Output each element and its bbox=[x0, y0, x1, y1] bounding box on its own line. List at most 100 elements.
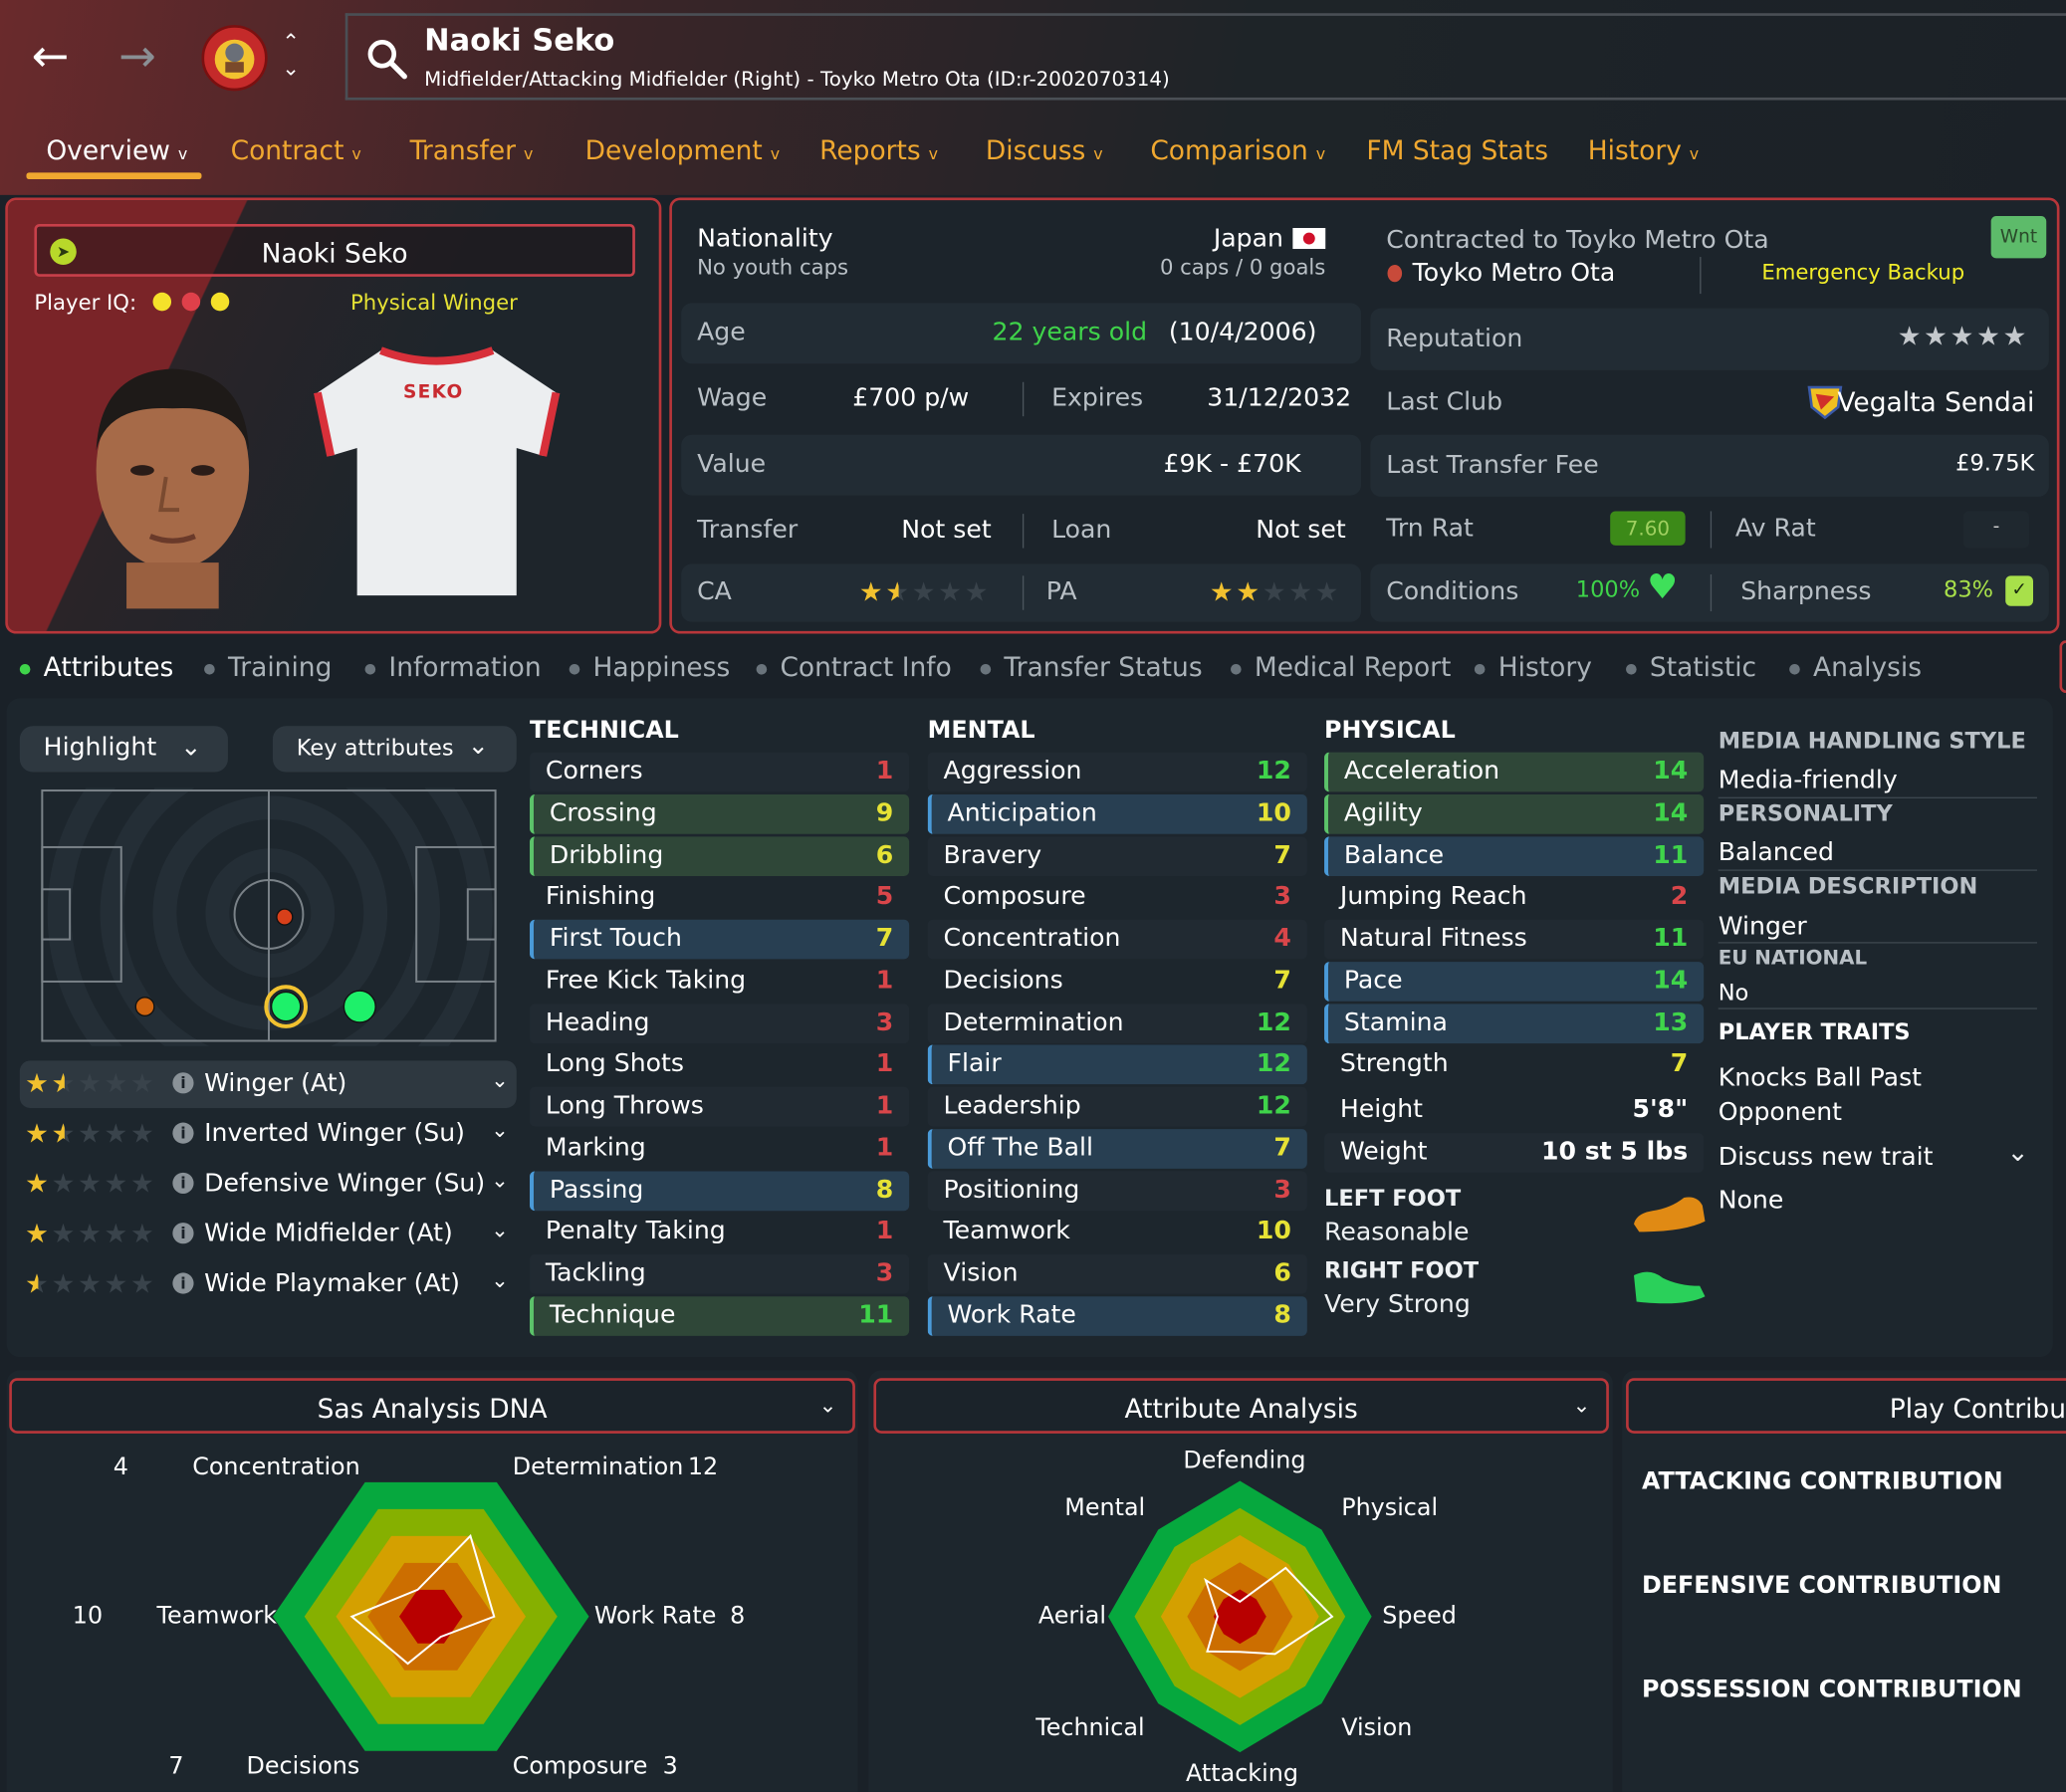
tab-fm-stag-stats[interactable]: FM Stag Stats bbox=[1366, 134, 1548, 166]
tab-contract[interactable]: Contract v bbox=[231, 134, 361, 166]
role-label: Inverted Winger (Su) bbox=[204, 1118, 465, 1148]
subtab-information[interactable]: Information bbox=[364, 651, 542, 683]
subtab-happiness[interactable]: Happiness bbox=[569, 651, 730, 683]
attribute-row-pace[interactable]: Pace 14 bbox=[1324, 961, 1705, 1002]
attribute-row-concentration[interactable]: Concentration 4 bbox=[927, 919, 1307, 960]
club-name[interactable]: Toyko Metro Ota bbox=[1412, 258, 1616, 288]
subtab-history[interactable]: History bbox=[1474, 651, 1592, 683]
attribute-row-positioning[interactable]: Positioning 3 bbox=[927, 1170, 1307, 1211]
role-stars: ★★★★★★★ bbox=[25, 1067, 156, 1099]
club-switch-chevrons-icon[interactable]: ⌃ ⌄ bbox=[282, 29, 300, 81]
chevron-down-icon[interactable]: ⌄ bbox=[491, 1267, 509, 1293]
tab-overview[interactable]: Overview v bbox=[46, 134, 187, 166]
tab-transfer[interactable]: Transfer v bbox=[410, 134, 534, 166]
attribute-row-natural-fitness[interactable]: Natural Fitness 11 bbox=[1324, 919, 1705, 960]
position-dot-natural[interactable] bbox=[343, 990, 376, 1023]
attribute-row-strength[interactable]: Strength 7 bbox=[1324, 1045, 1704, 1085]
attribute-row-anticipation[interactable]: Anticipation 10 bbox=[927, 793, 1307, 834]
attribute-row-off-the-ball[interactable]: Off The Ball 7 bbox=[927, 1128, 1307, 1169]
attribute-row-corners[interactable]: Corners 1 bbox=[530, 752, 910, 792]
subtab-analysis[interactable]: Analysis bbox=[1789, 651, 1922, 683]
attribute-row-long-shots[interactable]: Long Shots 1 bbox=[530, 1045, 909, 1085]
attribute-row-leadership[interactable]: Leadership 12 bbox=[927, 1086, 1307, 1127]
attribute-row-agility[interactable]: Agility 14 bbox=[1324, 793, 1705, 834]
attribute-row-passing[interactable]: Passing 8 bbox=[530, 1170, 910, 1211]
attribute-row-crossing[interactable]: Crossing 9 bbox=[530, 793, 910, 834]
info-icon[interactable]: i bbox=[172, 1272, 194, 1294]
attribute-row-determination[interactable]: Determination 12 bbox=[927, 1003, 1307, 1043]
chevron-down-icon[interactable]: ⌄ bbox=[491, 1167, 509, 1193]
chevron-down-icon[interactable]: ⌄ bbox=[1572, 1392, 1591, 1418]
attribute-row-marking[interactable]: Marking 1 bbox=[530, 1129, 909, 1169]
last-club-value[interactable]: Vegalta Sendai bbox=[1837, 385, 2035, 418]
back-arrow-icon[interactable]: ← bbox=[31, 30, 70, 84]
attribute-row-technique[interactable]: Technique 11 bbox=[530, 1295, 910, 1336]
key-attributes-label: Key attributes bbox=[296, 735, 454, 762]
search-box[interactable]: Naoki Seko Midfielder/Attacking Midfield… bbox=[344, 13, 2066, 101]
star-icon: ★★ bbox=[1951, 321, 1976, 352]
tab-development[interactable]: Development v bbox=[585, 134, 781, 166]
attribute-row-tackling[interactable]: Tackling 3 bbox=[530, 1253, 910, 1294]
info-icon[interactable]: i bbox=[172, 1072, 194, 1094]
tab-comparison[interactable]: Comparison v bbox=[1150, 134, 1325, 166]
chevron-down-icon[interactable]: ⌄ bbox=[491, 1066, 509, 1093]
chevron-down-icon[interactable]: ⌄ bbox=[491, 1117, 509, 1143]
forward-arrow-icon[interactable]: → bbox=[118, 30, 156, 84]
divider bbox=[1710, 511, 1713, 549]
attribute-name: Free Kick Taking bbox=[545, 965, 747, 995]
highlight-dropdown[interactable]: Highlight ⌄ bbox=[19, 726, 228, 773]
star-icon: ★★ bbox=[25, 1267, 49, 1299]
attribute-row-flair[interactable]: Flair 12 bbox=[927, 1044, 1307, 1085]
attribute-value: 3 bbox=[875, 1257, 894, 1287]
chevron-down-icon: ⌄ bbox=[180, 732, 202, 762]
position-dot-natural[interactable] bbox=[270, 991, 302, 1022]
club-badge-icon[interactable] bbox=[200, 24, 269, 93]
attribute-row-jumping-reach[interactable]: Jumping Reach 2 bbox=[1324, 878, 1704, 918]
info-icon[interactable]: i bbox=[172, 1223, 194, 1244]
attribute-row-stamina[interactable]: Stamina 13 bbox=[1324, 1003, 1705, 1043]
wanted-badge[interactable]: Wnt bbox=[1990, 216, 2047, 259]
attribute-row-decisions[interactable]: Decisions 7 bbox=[928, 962, 1307, 1002]
subtab-transfer-status[interactable]: Transfer Status bbox=[980, 651, 1203, 683]
tab-discuss[interactable]: Discuss v bbox=[986, 134, 1103, 166]
chevron-down-icon[interactable]: ⌄ bbox=[2006, 1135, 2029, 1168]
attribute-row-aggression[interactable]: Aggression 12 bbox=[927, 752, 1307, 792]
divider bbox=[1718, 796, 2037, 798]
attribute-row-long-throws[interactable]: Long Throws 1 bbox=[530, 1086, 910, 1127]
attribute-row-work-rate[interactable]: Work Rate 8 bbox=[927, 1295, 1307, 1336]
attribute-row-acceleration[interactable]: Acceleration 14 bbox=[1324, 752, 1705, 792]
attribute-row-bravery[interactable]: Bravery 7 bbox=[927, 835, 1307, 876]
chevron-down-icon[interactable]: ⌄ bbox=[491, 1217, 509, 1242]
role-row[interactable]: ★ ★ ★ ★ ★ ★ i Wide Midfielder (At) ⌄ bbox=[20, 1211, 517, 1258]
attribute-row-teamwork[interactable]: Teamwork 10 bbox=[928, 1213, 1307, 1252]
attribute-analysis-header[interactable]: Attribute Analysis ⌄ bbox=[873, 1378, 1609, 1434]
key-attributes-dropdown[interactable]: Key attributes ⌄ bbox=[272, 726, 517, 773]
subtab-medical-report[interactable]: Medical Report bbox=[1231, 651, 1451, 683]
search-icon[interactable] bbox=[366, 38, 408, 80]
subtab-contract-info[interactable]: Contract Info bbox=[756, 651, 952, 683]
attribute-row-composure[interactable]: Composure 3 bbox=[928, 878, 1307, 918]
tab-history[interactable]: History v bbox=[1588, 134, 1700, 166]
attribute-row-first-touch[interactable]: First Touch 7 bbox=[530, 919, 910, 960]
discuss-new-trait-dropdown[interactable]: Discuss new trait bbox=[1718, 1142, 1934, 1172]
tab-reports[interactable]: Reports v bbox=[819, 134, 938, 166]
subtab-statistic[interactable]: Statistic bbox=[1626, 651, 1756, 683]
attribute-row-balance[interactable]: Balance 11 bbox=[1324, 835, 1705, 876]
info-icon[interactable]: i bbox=[172, 1122, 194, 1144]
attribute-row-dribbling[interactable]: Dribbling 6 bbox=[530, 835, 910, 876]
dna-panel-header[interactable]: Sas Analysis DNA ⌄ bbox=[9, 1378, 855, 1434]
attribute-row-free-kick-taking[interactable]: Free Kick Taking 1 bbox=[530, 962, 909, 1002]
attribute-row-penalty-taking[interactable]: Penalty Taking 1 bbox=[530, 1213, 909, 1252]
role-row[interactable]: ★ ★ ★ ★ ★ ★ i Defensive Winger (Su) ⌄ bbox=[20, 1161, 517, 1209]
attribute-row-finishing[interactable]: Finishing 5 bbox=[530, 878, 909, 918]
subtab-attributes[interactable]: Attributes bbox=[19, 651, 173, 683]
info-icon[interactable]: i bbox=[172, 1172, 194, 1195]
attribute-row-heading[interactable]: Heading 3 bbox=[530, 1003, 910, 1043]
play-contribution-header[interactable]: Play Contributi bbox=[1626, 1378, 2066, 1434]
chevron-down-icon[interactable]: ⌄ bbox=[818, 1392, 837, 1418]
attribute-row-vision[interactable]: Vision 6 bbox=[927, 1253, 1307, 1294]
subtab-training[interactable]: Training bbox=[204, 651, 332, 683]
